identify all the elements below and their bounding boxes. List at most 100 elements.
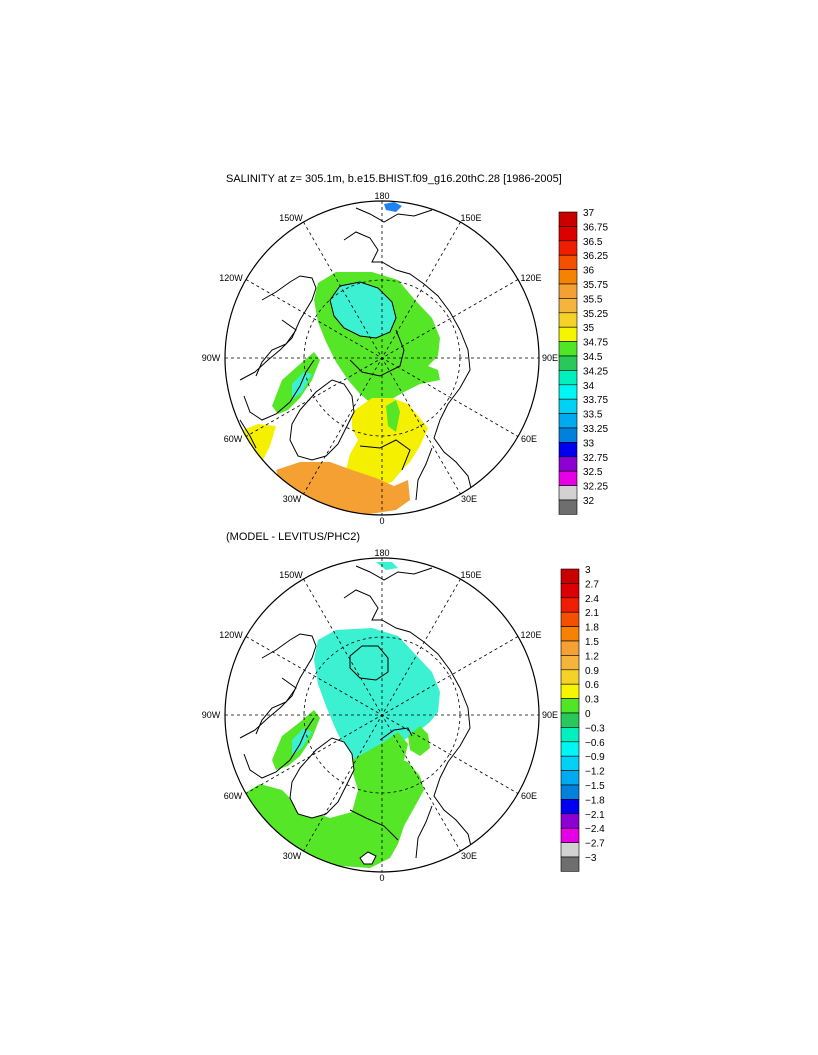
colorbar-swatch bbox=[558, 485, 578, 501]
colorbar-label: 36.25 bbox=[583, 251, 608, 262]
colorbar-label: 36.5 bbox=[583, 237, 603, 248]
colorbar-label: 36.75 bbox=[583, 222, 608, 233]
colorbar-swatch bbox=[560, 842, 580, 858]
colorbar-swatch bbox=[560, 799, 580, 815]
colorbar-swatch bbox=[558, 456, 578, 472]
colorbar-swatch bbox=[560, 669, 580, 685]
colorbar-label: 1.5 bbox=[585, 637, 599, 648]
iceland-land bbox=[359, 851, 377, 865]
colorbar-label: 0.3 bbox=[585, 695, 599, 706]
lon-label: 150E bbox=[460, 570, 481, 580]
colorbar-swatch bbox=[558, 427, 578, 443]
lon-label: 120E bbox=[520, 273, 541, 283]
colorbar-label: 1.2 bbox=[585, 651, 599, 662]
colorbar-label: −2.7 bbox=[585, 839, 605, 850]
colorbar-label: 0.6 bbox=[585, 680, 599, 691]
colorbar-swatch bbox=[558, 355, 578, 371]
colorbar-label: 2.4 bbox=[585, 594, 599, 605]
lon-label: 60E bbox=[521, 434, 537, 444]
greenland-land bbox=[289, 737, 355, 819]
colorbar-swatch bbox=[558, 413, 578, 429]
colorbar-label: 35.5 bbox=[583, 294, 603, 305]
colorbar-label: 2.1 bbox=[585, 608, 599, 619]
colorbar-label: 34.5 bbox=[583, 352, 603, 363]
lon-label: 30E bbox=[461, 851, 477, 861]
colorbar-label: 35.75 bbox=[583, 280, 608, 291]
lon-label: 180 bbox=[374, 191, 389, 201]
lon-label: 0 bbox=[379, 516, 384, 526]
colorbar-swatch bbox=[560, 626, 580, 642]
colorbar-swatch bbox=[558, 499, 578, 515]
map1-lon-labels: 180 150E 120E 90E 60E 30E 0 30W 60W 90W … bbox=[202, 191, 558, 526]
colorbar-swatch bbox=[558, 384, 578, 400]
colorbar-swatch bbox=[560, 698, 580, 714]
colorbar-swatch bbox=[560, 655, 580, 671]
lon-label: 150W bbox=[279, 570, 303, 580]
map2-contours bbox=[239, 565, 473, 859]
colorbar-label: −0.9 bbox=[585, 752, 605, 763]
colorbar-label: 33.25 bbox=[583, 424, 608, 435]
colorbar-label: 33 bbox=[583, 438, 595, 449]
colorbar-label: −1.8 bbox=[585, 795, 605, 806]
panel1-map: 180 150E 120E 90E 60E 30E 0 30W 60W 90W … bbox=[202, 191, 558, 526]
map1-border bbox=[224, 200, 540, 516]
map1-contours bbox=[239, 207, 473, 501]
panel1-title: SALINITY at z= 305.1m, b.e15.BHIST.f09_g… bbox=[226, 173, 562, 185]
lon-label: 60W bbox=[224, 791, 243, 801]
colorbar-label: 34.75 bbox=[583, 338, 608, 349]
colorbar-swatch bbox=[560, 770, 580, 786]
colorbar-swatch bbox=[558, 442, 578, 458]
colorbar-label: 36 bbox=[583, 266, 595, 277]
lon-label: 30E bbox=[461, 494, 477, 504]
panel2-colorbar: 3 2.7 2.4 2.1 1.8 1.5 1.2 0.9 0.6 0.3 0 −0.3 −0.6 −0.… bbox=[560, 565, 605, 872]
colorbar-swatch bbox=[558, 254, 578, 270]
colorbar-swatch bbox=[558, 398, 578, 414]
colorbar-label: 34.25 bbox=[583, 366, 608, 377]
lon-label: 120E bbox=[520, 630, 541, 640]
lon-label: 120W bbox=[219, 630, 243, 640]
map2-border bbox=[224, 557, 540, 873]
colorbar-swatch bbox=[560, 727, 580, 743]
colorbar-label: 35 bbox=[583, 323, 595, 334]
colorbar-swatch bbox=[560, 712, 580, 728]
colorbar-label: 32 bbox=[583, 496, 595, 507]
colorbar-swatch bbox=[560, 611, 580, 627]
colorbar-swatch bbox=[560, 568, 580, 584]
colorbar-label: 34 bbox=[583, 381, 595, 392]
fram-strait-zone bbox=[386, 400, 400, 432]
colorbar-swatch bbox=[558, 312, 578, 328]
colorbar-swatch bbox=[560, 755, 580, 771]
colorbar-label: −0.3 bbox=[585, 723, 605, 734]
colorbar-swatch bbox=[560, 813, 580, 829]
lon-label: 60W bbox=[224, 434, 243, 444]
colorbar-swatch bbox=[558, 341, 578, 357]
colorbar-swatch bbox=[558, 470, 578, 486]
colorbar-label: 1.8 bbox=[585, 623, 599, 634]
colorbar-label: 33.75 bbox=[583, 395, 608, 406]
lon-label: 90W bbox=[202, 353, 221, 363]
lon-label: 30W bbox=[283, 851, 302, 861]
lon-label: 60E bbox=[521, 791, 537, 801]
panel2-title: (MODEL - LEVITUS/PHC2) bbox=[226, 531, 361, 543]
colorbar-swatch bbox=[560, 597, 580, 613]
colorbar-label: −1.2 bbox=[585, 767, 605, 778]
colorbar-swatch bbox=[558, 283, 578, 299]
colorbar-swatch bbox=[558, 370, 578, 386]
lon-label: 0 bbox=[379, 873, 384, 883]
nordic-seas-zone bbox=[346, 398, 428, 486]
colorbar-label: 2.7 bbox=[585, 579, 599, 590]
lon-label: 30W bbox=[283, 494, 302, 504]
lon-label: 150E bbox=[460, 213, 481, 223]
colorbar-swatch bbox=[558, 240, 578, 256]
lon-label: 90W bbox=[202, 710, 221, 720]
map2-lon-labels: 180 150E 120E 90E 60E 30E 0 30W 60W 90W … bbox=[202, 548, 558, 883]
bering-zone bbox=[384, 202, 402, 212]
colorbar-label: 33.5 bbox=[583, 410, 603, 421]
colorbar-label: −1.5 bbox=[585, 781, 605, 792]
panel2-map: 180 150E 120E 90E 60E 30E 0 30W 60W 90W … bbox=[202, 548, 558, 883]
colorbar-swatch bbox=[560, 583, 580, 599]
colorbar-swatch bbox=[558, 226, 578, 242]
lon-label: 90E bbox=[542, 353, 558, 363]
arctic-basin-zone bbox=[314, 628, 440, 774]
